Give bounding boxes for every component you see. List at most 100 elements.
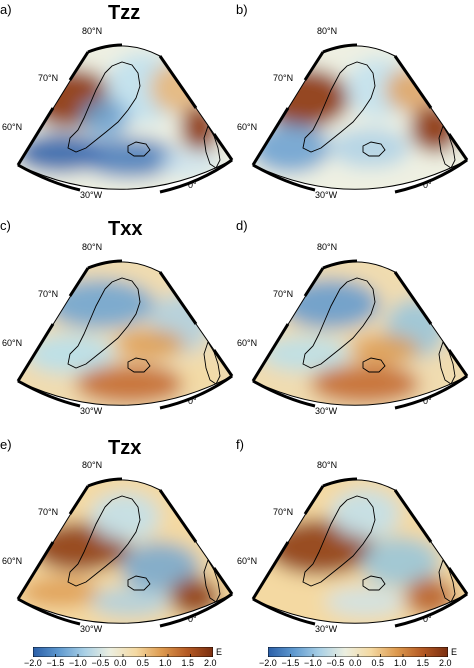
colorbar-right — [268, 647, 448, 657]
colorbar-gradient — [268, 647, 448, 657]
coastline-iceland — [362, 357, 386, 373]
tick-label-lat60: 60°N — [237, 122, 258, 132]
frame-tick-segment — [251, 323, 290, 382]
anomaly-blob — [90, 587, 170, 617]
colorbar-tick-label: −2.0 — [24, 658, 42, 668]
frame-tick-segment — [393, 489, 433, 543]
tick-label-lon30w: 30°W — [315, 624, 338, 634]
tick-label-lat70: 70°N — [273, 507, 294, 517]
map-panel-d: 80°N 70°N 60°N 30°W 0° — [237, 234, 470, 419]
frame-tick-segment — [87, 259, 123, 270]
colorbar-left — [33, 647, 213, 657]
tick-label-lat70: 70°N — [273, 289, 294, 299]
frame-tick-segment — [303, 51, 325, 81]
anomaly-blob — [160, 148, 220, 178]
colorbar-tick-label: 1.0 — [394, 658, 407, 668]
colorbar-tick-label: 1.0 — [159, 658, 172, 668]
frame-tick-segment — [87, 477, 123, 488]
anomaly-blob — [90, 492, 160, 542]
tick-label-lat60: 60°N — [237, 556, 258, 566]
frame-tick-segment — [17, 163, 81, 192]
anomaly-blob — [20, 577, 100, 607]
coastline-greenland — [302, 495, 376, 587]
anomaly-blob — [325, 587, 405, 617]
frame-tick-segment — [16, 107, 55, 166]
panel-letter-e: e) — [0, 437, 12, 452]
tick-label-lat70: 70°N — [38, 73, 59, 83]
colorbar-unit: E — [216, 647, 223, 657]
frame-tick-segment — [17, 379, 81, 408]
tick-label-lon30w: 30°W — [80, 624, 103, 634]
frame-tick-segment — [87, 43, 123, 54]
colorbar-tick-label: 0.0 — [114, 658, 127, 668]
colorbar-tick-label: 0.0 — [349, 658, 362, 668]
tick-label-lat80: 80°N — [317, 242, 338, 252]
tick-label-lon30w: 30°W — [315, 190, 338, 200]
frame-tick-segment — [158, 489, 198, 543]
frame-tick-segment — [212, 133, 234, 161]
colorbar-unit: E — [451, 647, 458, 657]
colorbar-tick-label: 1.5 — [416, 658, 430, 668]
tick-label-lat80: 80°N — [82, 460, 103, 470]
frame-tick-segment — [447, 567, 469, 595]
map-svg — [251, 477, 469, 628]
frame-tick-segment — [68, 267, 90, 297]
anomaly-blob — [330, 489, 400, 539]
tick-label-lat70: 70°N — [38, 507, 59, 517]
tick-label-lat80: 80°N — [317, 460, 338, 470]
frame-tick-segment — [447, 133, 469, 161]
colorbar-gradient — [33, 647, 213, 657]
colorbar-tick-label: 2.0 — [439, 658, 452, 668]
frame-tick-segment — [159, 374, 233, 410]
tick-label-lon0: 0° — [423, 614, 432, 624]
frame-tick-segment — [251, 541, 290, 600]
anomaly-blob — [360, 537, 440, 587]
tick-label-lon30w: 30°W — [315, 406, 338, 416]
coastline-iceland — [127, 575, 151, 591]
map-panel-f: 80°N 70°N 60°N 30°W 0° — [237, 452, 470, 637]
map-svg — [16, 43, 234, 194]
frame-tick-segment — [68, 485, 90, 515]
map-svg — [251, 259, 469, 410]
frame-tick-segment — [394, 592, 468, 628]
anomaly-blob — [180, 103, 220, 153]
frame-tick-segment — [17, 597, 81, 626]
tick-label-lat80: 80°N — [317, 26, 338, 36]
tick-label-lon0: 0° — [423, 396, 432, 406]
panel-letter-c: c) — [0, 218, 11, 233]
coastline-iceland — [362, 141, 386, 157]
frame-tick-segment — [303, 485, 325, 515]
coastline-greenland — [302, 61, 376, 153]
frame-tick-segment — [159, 158, 233, 194]
tick-label-lon0: 0° — [188, 180, 197, 190]
colorbar-tick-label: −0.5 — [91, 658, 110, 668]
frame-tick-segment — [251, 107, 290, 166]
coastline-iceland — [362, 575, 386, 591]
anomaly-blob — [115, 329, 185, 359]
tick-label-lon30w: 30°W — [80, 406, 103, 416]
frame-tick-segment — [252, 379, 316, 408]
row-title-txx: Txx — [108, 218, 143, 240]
frame-tick-segment — [252, 163, 316, 192]
anomaly-blob — [75, 364, 185, 404]
frame-tick-segment — [393, 55, 433, 109]
row-title-tzx: Tzx — [108, 437, 142, 459]
coastline-greenland — [302, 277, 376, 369]
tick-label-lat70: 70°N — [273, 73, 294, 83]
panel-letter-f: f) — [236, 437, 244, 452]
anomaly-blob — [350, 334, 420, 364]
tick-label-lon0: 0° — [188, 396, 197, 406]
anomaly-blob — [80, 138, 180, 178]
tick-label-lat70: 70°N — [38, 289, 59, 299]
anomaly-blob — [330, 128, 410, 168]
anomaly-blob — [310, 364, 420, 404]
map-panel-e: 80°N 70°N 60°N 30°W 0° — [2, 452, 235, 637]
row-title-tzz: Tzz — [108, 2, 141, 24]
map-panel-a: 80°N 70°N 60°N 30°W 0° — [2, 18, 235, 203]
colorbar-tick-label: 0.5 — [136, 658, 150, 668]
frame-tick-segment — [394, 158, 468, 194]
frame-tick-segment — [252, 597, 316, 626]
frame-tick-segment — [158, 271, 198, 325]
panel-letter-d: d) — [236, 218, 248, 233]
